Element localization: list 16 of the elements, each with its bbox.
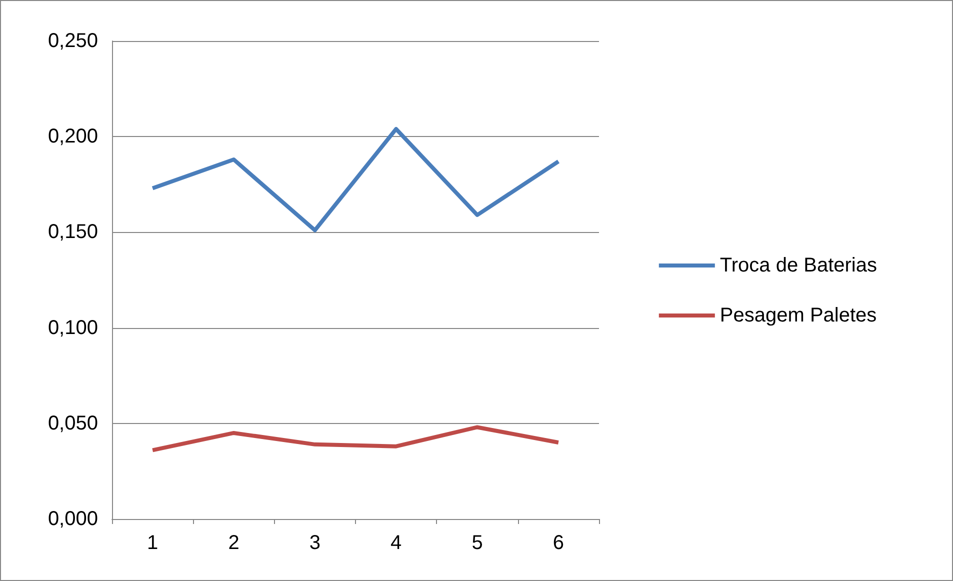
x-tick-label: 1 [147, 532, 158, 554]
line-series [150, 126, 560, 232]
legend-label: Troca de Baterias [720, 254, 877, 276]
y-tick-label: 0,050 [48, 412, 98, 434]
x-tick-label: 6 [552, 532, 564, 554]
y-tick-label: 0,150 [48, 221, 98, 244]
x-tick-label: 5 [472, 532, 483, 554]
x-tick-label: 4 [390, 532, 402, 554]
x-tick-label: 3 [309, 532, 320, 554]
line-series [150, 425, 560, 452]
legend-label: Pesagem Paletes [720, 304, 877, 326]
y-tick-label: 0,200 [48, 126, 98, 148]
y-tick-label: 0,100 [48, 316, 98, 339]
x-tick-label: 2 [228, 532, 240, 554]
y-tick-label: 0,250 [48, 30, 98, 52]
y-tick-label: 0,000 [48, 508, 98, 530]
